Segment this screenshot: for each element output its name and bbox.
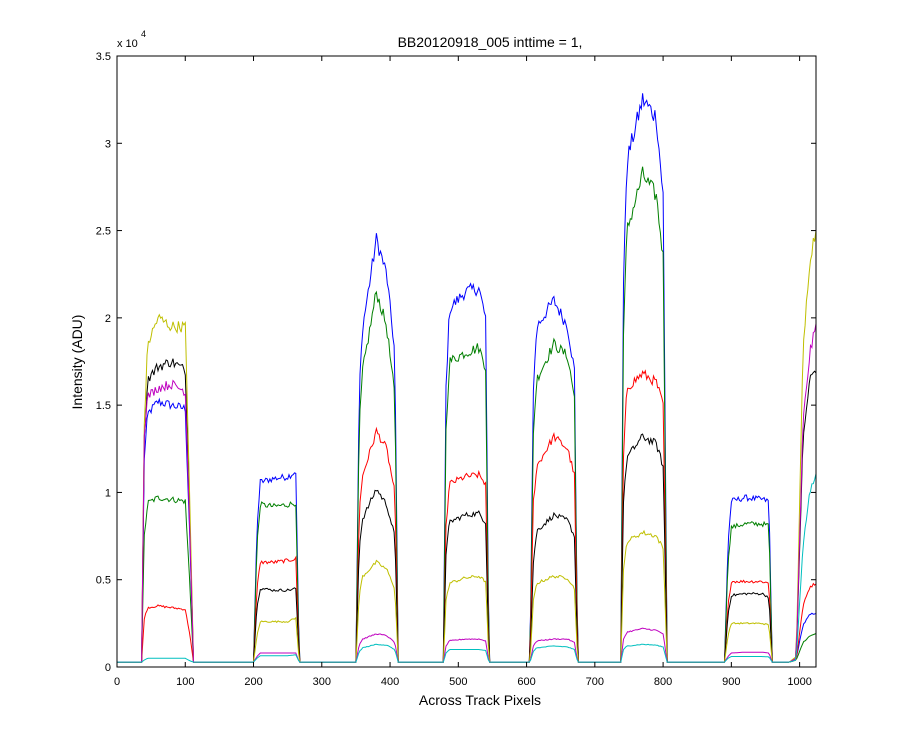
x-tick-label: 400 [381,676,399,688]
series-line-7 [117,473,817,663]
plot-series [117,93,817,663]
y-axis-exponent-label: x 10 [117,38,138,50]
x-tick-label: 1000 [787,676,811,688]
y-tick-label: 1.5 [96,400,111,412]
y-tick-label: 1 [105,487,111,499]
y-tick-label: 3 [105,138,111,150]
x-axis-label: Across Track Pixels [419,692,541,708]
x-tick-label: 300 [313,676,331,688]
y-tick-label: 2.5 [96,226,111,238]
x-tick-label: 100 [176,676,194,688]
axes-box [116,55,817,668]
x-tick-label: 900 [722,676,740,688]
x-tick-label: 500 [449,676,467,688]
x-tick-label: 0 [114,676,120,688]
y-axis-label: Intensity (ADU) [69,315,85,410]
x-tick-label: 800 [654,676,672,688]
y-tick-label: 0.5 [96,575,111,587]
x-tick-label: 200 [244,676,262,688]
y-tick-label: 3.5 [96,51,111,63]
chart-title: BB20120918_005 inttime = 1, [398,34,583,50]
y-axis-exponent: 4 [141,29,146,39]
x-tick-label: 700 [586,676,604,688]
x-axis: 0 100 200 300 400 500 600 700 800 900 1000 [114,56,812,688]
x-tick-label: 600 [517,676,535,688]
y-tick-label: 2 [105,313,111,325]
y-axis: 0 0.5 1 1.5 2 2.5 3 3.5 [96,51,816,674]
y-tick-label: 0 [105,662,111,674]
